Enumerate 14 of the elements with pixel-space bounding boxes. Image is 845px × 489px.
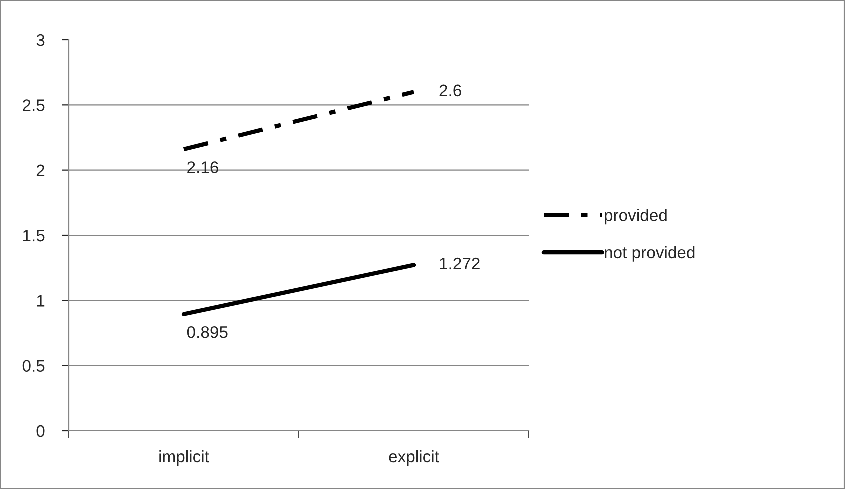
- legend-label: provided: [605, 209, 667, 225]
- y-tick-label: 2: [36, 164, 45, 176]
- y-tick-label: 1.5: [23, 230, 45, 242]
- data-label: 0.895: [187, 326, 228, 338]
- y-tick-label: 0: [36, 425, 45, 438]
- legend-label: not provided: [605, 246, 695, 262]
- data-label: 1.272: [440, 258, 480, 270]
- data-label: 2.6: [440, 84, 462, 97]
- y-tick-label: 1: [37, 295, 45, 307]
- y-tick-label: 2.5: [23, 100, 45, 112]
- y-tick-label: 0.5: [22, 360, 45, 372]
- x-tick-label: implicit: [160, 450, 210, 466]
- y-tick-label: 3: [36, 34, 45, 46]
- x-tick-label: explicit: [389, 450, 440, 466]
